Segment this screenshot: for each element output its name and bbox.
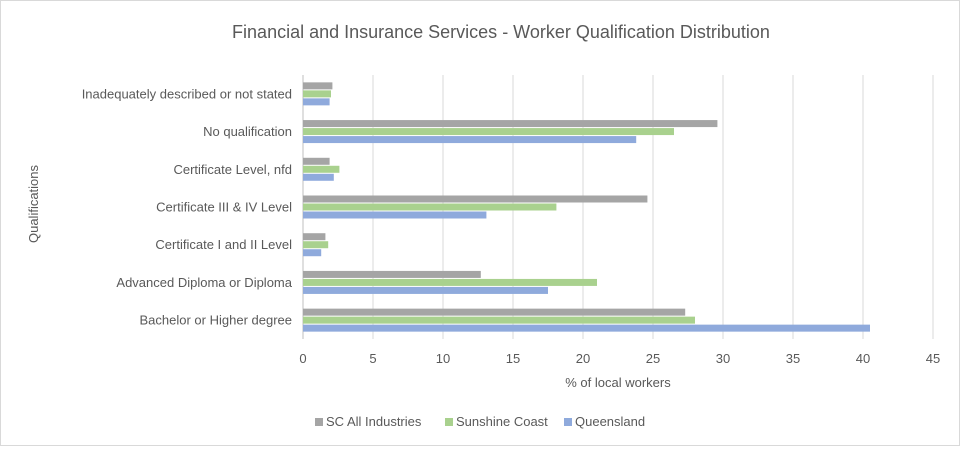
x-tick-label: 30 [716,351,730,366]
bar [303,278,597,286]
bar [303,195,648,203]
x-tick-label: 10 [436,351,450,366]
category-label: Certificate I and II Level [155,237,292,252]
legend-swatch [564,418,572,426]
bar [303,211,487,219]
y-axis-title: Qualifications [26,164,41,243]
bar [303,324,870,332]
category-label: Certificate III & IV Level [156,200,292,215]
bar [303,128,674,136]
legend-label: Queensland [575,414,645,429]
bar [303,316,695,324]
x-tick-label: 35 [786,351,800,366]
x-tick-label: 25 [646,351,660,366]
category-label: Advanced Diploma or Diploma [116,275,292,290]
x-axis-title: % of local workers [565,375,671,390]
bar [303,173,334,181]
x-tick-label: 15 [506,351,520,366]
x-tick-label: 5 [369,351,376,366]
bar [303,203,557,211]
bar [303,286,548,294]
bar [303,241,329,249]
bar [303,82,333,90]
bar [303,90,331,98]
legend-label: Sunshine Coast [456,414,548,429]
category-label: Bachelor or Higher degree [140,313,292,328]
legend: SC All Industries Sunshine Coast Queenslan… [315,414,645,429]
bar [303,120,718,128]
category-label: Inadequately described or not stated [82,86,292,101]
x-tick-label: 20 [576,351,590,366]
bar [303,136,637,144]
chart-title: Financial and Insurance Services - Worke… [232,22,770,42]
legend-swatch [445,418,453,426]
category-label: Certificate Level, nfd [173,162,292,177]
bar [303,270,481,278]
legend-label: SC All Industries [326,414,422,429]
x-tick-labels: 0 5 10 15 20 25 30 35 40 45 [299,351,940,366]
category-label: No qualification [203,124,292,139]
bar [303,233,326,241]
x-tick-label: 0 [299,351,306,366]
bar [303,157,330,165]
category-labels: Inadequately described or not stated No q… [82,86,293,327]
x-tick-label: 40 [856,351,870,366]
bar [303,98,330,106]
bar [303,165,340,173]
bar [303,308,686,316]
x-tick-label: 45 [926,351,940,366]
bars [303,82,870,332]
gridlines [302,75,934,339]
legend-swatch [315,418,323,426]
bar [303,249,322,257]
